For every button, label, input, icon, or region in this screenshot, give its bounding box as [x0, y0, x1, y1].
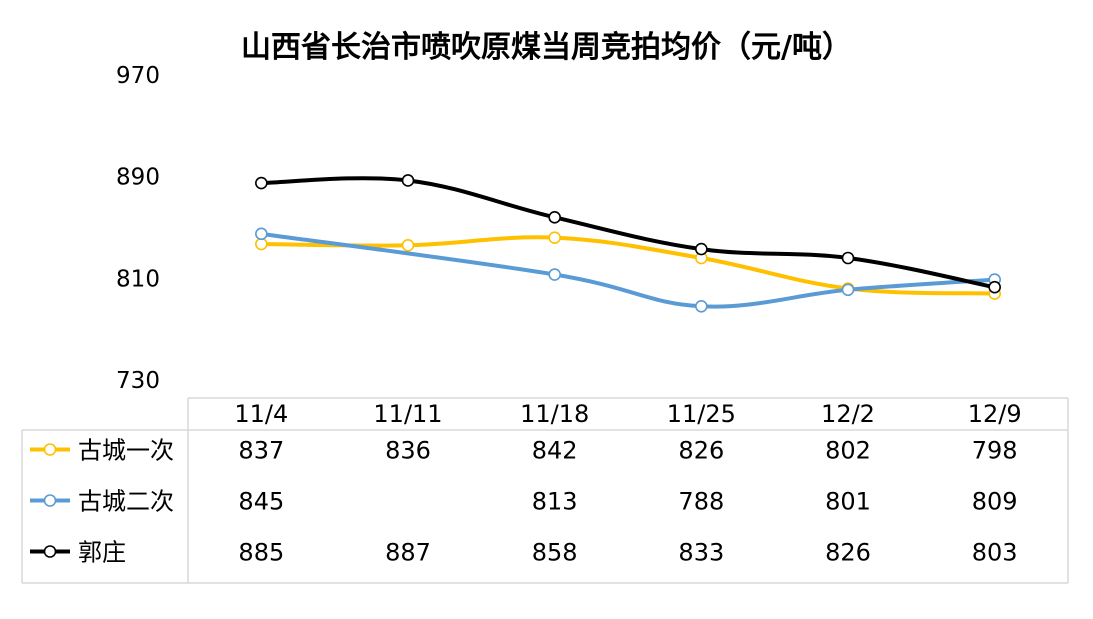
x-category-label: 11/11 — [373, 400, 442, 428]
data-label: 837 — [238, 437, 284, 465]
data-point — [255, 237, 268, 251]
y-tick-label: 890 — [116, 165, 160, 191]
legend-label: 古城二次 — [78, 488, 174, 516]
x-category-label: 11/25 — [667, 400, 736, 428]
data-point — [255, 176, 268, 190]
data-point — [255, 227, 268, 241]
data-point — [695, 299, 708, 313]
legend-swatch-marker — [43, 494, 57, 507]
data-label: 833 — [678, 539, 724, 567]
data-label: 826 — [678, 437, 724, 465]
y-tick-label: 810 — [116, 266, 160, 292]
chart-title: 山西省长治市喷吹原煤当周竞拍均价（元/吨） — [241, 30, 852, 65]
legend-label: 古城一次 — [78, 437, 174, 465]
data-label: 836 — [385, 437, 431, 465]
data-point — [401, 174, 415, 187]
data-label: 802 — [825, 437, 871, 465]
data-label: 809 — [972, 488, 1018, 516]
data-point — [548, 211, 561, 224]
y-tick-label: 730 — [116, 368, 160, 394]
data-point — [548, 268, 561, 281]
x-category-label: 11/4 — [234, 400, 288, 428]
data-label: 845 — [238, 488, 284, 516]
data-point — [548, 231, 561, 244]
data-label: 798 — [972, 437, 1018, 465]
data-label: 803 — [972, 539, 1018, 567]
data-label: 813 — [532, 488, 578, 516]
data-point — [695, 242, 708, 256]
data-point — [401, 238, 415, 252]
data-point — [841, 283, 855, 297]
x-category-label: 11/18 — [520, 400, 589, 428]
data-point — [988, 280, 1001, 294]
legend-swatch-marker — [43, 443, 57, 456]
data-label: 788 — [678, 488, 724, 516]
data-label: 887 — [385, 539, 431, 567]
series-line — [259, 231, 997, 309]
data-point — [841, 251, 855, 265]
data-label: 801 — [825, 488, 871, 516]
series-line — [259, 235, 997, 296]
x-category-label: 12/2 — [821, 400, 875, 428]
data-label: 858 — [532, 539, 578, 567]
y-tick-label: 970 — [116, 63, 160, 89]
data-label: 826 — [825, 539, 871, 567]
legend-label: 郭庄 — [78, 539, 126, 567]
series-line — [259, 176, 997, 290]
data-label: 885 — [238, 539, 284, 567]
x-category-label: 12/9 — [968, 400, 1022, 428]
legend-swatch-marker — [43, 545, 57, 558]
data-label: 842 — [532, 437, 578, 465]
